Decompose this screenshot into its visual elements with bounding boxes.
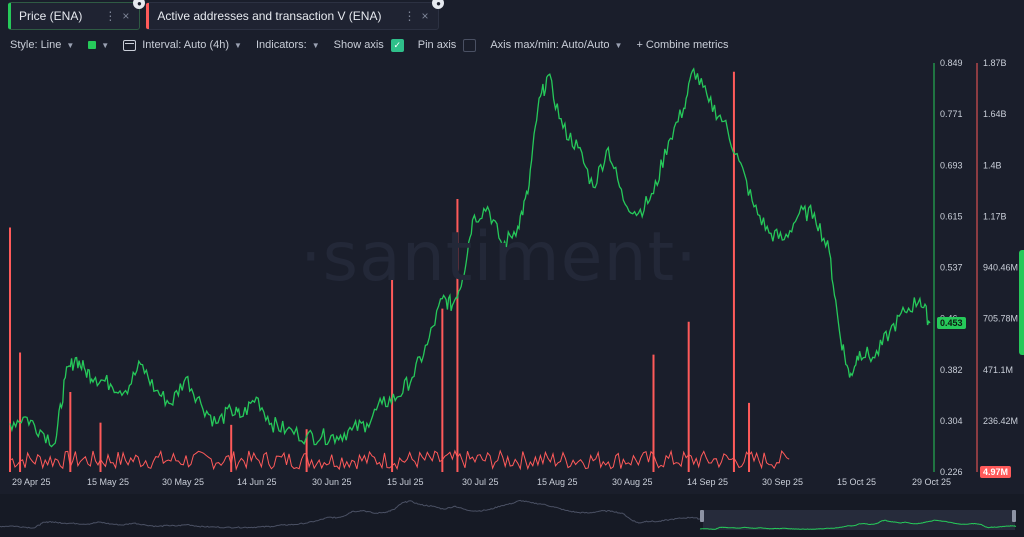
- price-axis-tick: 0.615: [940, 211, 963, 221]
- checkbox-checked-icon[interactable]: ✓: [390, 38, 404, 52]
- pin-axis-label: Pin axis: [417, 39, 457, 51]
- x-axis-tick: 30 Sep 25: [762, 477, 803, 487]
- checkbox-unchecked-icon[interactable]: [463, 38, 477, 52]
- x-axis-tick: 30 Jun 25: [312, 477, 352, 487]
- navigator-handle-left: [700, 510, 704, 522]
- tab-color-bar: [8, 3, 11, 29]
- price-series-line: [9, 67, 931, 448]
- volume-axis-tick: 940.46M: [983, 263, 1018, 273]
- price-current-tag: 0.453: [937, 317, 966, 329]
- volume-series-line: [9, 449, 790, 471]
- axis-drag-handle[interactable]: [1019, 250, 1024, 355]
- x-axis-tick: 15 May 25: [87, 477, 129, 487]
- close-icon[interactable]: ×: [421, 9, 429, 23]
- calendar-icon: [123, 39, 137, 51]
- price-axis-tick: 0.693: [940, 160, 963, 170]
- tab-label: Active addresses and transaction V (ENA): [157, 9, 382, 23]
- watermark: ·santiment·: [300, 218, 698, 297]
- tab-price-ena[interactable]: Price (ENA) ⋮ × ●: [8, 0, 146, 30]
- price-axis-tick: 0.771: [940, 109, 963, 119]
- combine-metrics-label: + Combine metrics: [636, 39, 729, 51]
- close-icon[interactable]: ×: [122, 9, 130, 23]
- x-axis-tick: 29 Oct 25: [912, 477, 951, 487]
- volume-axis-tick: 1.64B: [983, 109, 1007, 119]
- price-axis-tick: 0.304: [940, 416, 963, 426]
- interval-label: Interval: Auto (4h): [142, 39, 230, 51]
- price-axis-tick: 0.537: [940, 263, 963, 273]
- x-axis-tick: 15 Jul 25: [387, 477, 424, 487]
- volume-axis-tick: 1.4B: [983, 160, 1002, 170]
- volume-axis-tick: 1.17B: [983, 211, 1007, 221]
- tab-label: Price (ENA): [19, 9, 83, 23]
- chevron-down-icon: ▼: [311, 40, 320, 50]
- navigator-history-line: [0, 499, 701, 529]
- chevron-down-icon: ▼: [614, 40, 623, 50]
- x-axis-tick: 14 Jun 25: [237, 477, 277, 487]
- pin-icon[interactable]: ●: [133, 0, 146, 9]
- tab-color-bar: [146, 3, 150, 29]
- x-axis-tick: 30 Aug 25: [612, 477, 653, 487]
- color-swatch-icon: [88, 41, 97, 49]
- combine-metrics-button[interactable]: + Combine metrics: [636, 39, 728, 51]
- x-axis-tick: 30 Jul 25: [462, 477, 499, 487]
- show-axis-toggle[interactable]: Show axis ✓: [333, 38, 404, 52]
- price-axis-tick: 0.226: [940, 467, 963, 477]
- x-axis-tick: 15 Oct 25: [837, 477, 876, 487]
- chevron-down-icon: ▼: [66, 40, 75, 50]
- indicators-dropdown[interactable]: Indicators: ▼: [256, 39, 320, 51]
- tab-active-addresses[interactable]: Active addresses and transaction V (ENA)…: [146, 0, 445, 30]
- show-axis-label: Show axis: [333, 39, 384, 51]
- style-label: Style: Line: [10, 39, 62, 51]
- x-axis-tick: 30 May 25: [162, 477, 204, 487]
- navigator-handle-right: [1012, 510, 1016, 522]
- metric-tabs: Price (ENA) ⋮ × ● Active addresses and t…: [0, 0, 445, 30]
- chart-toolbar: Style: Line ▼ ▼ Interval: Auto (4h) ▼ Indi…: [0, 34, 742, 56]
- indicators-label: Indicators:: [255, 39, 307, 51]
- pin-icon[interactable]: ●: [432, 0, 445, 9]
- navigator-price-line: [699, 519, 1017, 530]
- chevron-down-icon: ▼: [234, 40, 242, 50]
- chevron-down-icon: ▼: [101, 40, 110, 50]
- pin-axis-toggle[interactable]: Pin axis: [417, 38, 477, 52]
- color-dropdown[interactable]: ▼: [88, 41, 109, 50]
- style-dropdown[interactable]: Style: Line ▼: [10, 39, 74, 51]
- x-axis-tick: 29 Apr 25: [12, 477, 51, 487]
- volume-axis-tick: 1.87B: [983, 58, 1007, 68]
- axis-maxmin-dropdown[interactable]: Axis max/min: Auto/Auto ▼: [490, 39, 622, 51]
- volume-axis-tick: 236.42M: [983, 416, 1018, 426]
- axis-maxmin-label: Axis max/min: Auto/Auto: [490, 39, 610, 51]
- price-axis-tick: 0.849: [940, 58, 963, 68]
- more-icon[interactable]: ⋮: [104, 9, 117, 23]
- x-axis-tick: 15 Aug 25: [537, 477, 578, 487]
- volume-axis-tick: 471.1M: [983, 365, 1013, 375]
- interval-dropdown[interactable]: Interval: Auto (4h) ▼: [123, 39, 242, 51]
- volume-axis-tick: 705.78M: [983, 314, 1018, 324]
- x-axis-tick: 14 Sep 25: [687, 477, 728, 487]
- more-icon[interactable]: ⋮: [403, 9, 416, 23]
- price-axis-tick: 0.382: [940, 365, 963, 375]
- volume-current-tag: 4.97M: [980, 466, 1012, 478]
- navigator-selection: [703, 510, 1015, 530]
